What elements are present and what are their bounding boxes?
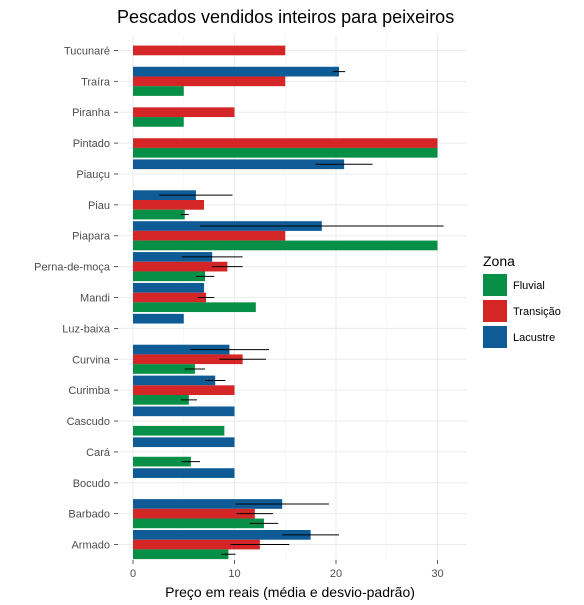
bar-transição [133,539,260,550]
bar-transição [133,138,438,148]
y-tick-label: Tucunaré [64,45,110,57]
bar-lacustre [133,282,205,293]
x-tick-label: 0 [130,568,136,580]
y-axis: Tucunaré Traíra Piranha Pintado Piauçu Piau Pi… [34,45,118,552]
bar-transição [133,107,235,118]
bar-transição [133,292,207,303]
y-tick-label: Armado [71,540,110,552]
bar-lacustre [133,530,311,540]
y-tick-label: Piapara [72,231,111,243]
bar-fluvial [133,549,229,560]
bar-transição [133,200,205,210]
chart-title: Pescados vendidos inteiros para peixeiro… [117,7,454,27]
y-tick-label: Piau [88,200,110,212]
bar-fluvial [133,425,225,436]
y-tick-label: Curvina [72,354,111,366]
bar-lacustre [133,159,345,170]
bar-lacustre [133,499,283,509]
y-tick-label: Traíra [81,76,111,88]
x-tick-label: 20 [330,568,342,580]
bar-transição [133,261,228,272]
legend-key-fluvial [483,274,507,296]
error-bars [159,71,444,555]
bar-lacustre [133,375,216,386]
bar-lacustre [133,252,213,262]
y-tick-label: Cascudo [67,416,110,428]
bar-lacustre [133,437,235,448]
y-tick-label: Luz-baixa [62,323,111,335]
bar-fluvial [133,271,206,282]
bar-transição [133,508,255,519]
legend-key-lacustre [483,326,507,348]
bar-transição [133,45,286,56]
bar-fluvial [133,302,256,313]
bar-fluvial [133,240,438,251]
bar-fluvial [133,117,184,127]
y-tick-label: Pintado [73,138,110,150]
bar-fluvial [133,518,264,529]
bar-transição [133,76,286,87]
y-tick-label: Curimba [68,385,110,397]
bar-lacustre [133,344,230,355]
y-tick-label: Piranha [72,107,111,119]
legend-title: Zona [483,253,515,269]
bar-lacustre [133,313,184,324]
bar-fluvial [133,394,189,405]
bar-lacustre [133,468,235,478]
legend-label: Fluvial [513,280,545,292]
bar-transição [133,354,243,365]
bar-lacustre [133,406,235,417]
y-tick-label: Barbado [68,509,110,521]
bar-fluvial [133,364,195,374]
y-tick-label: Piauçu [76,169,110,181]
legend-key-transição [483,300,507,322]
legend-label: Lacustre [513,332,555,344]
bar-lacustre [133,66,340,77]
y-tick-label: Bocudo [73,478,110,490]
legend: Zona Fluvial Transição Lacustre [483,253,561,348]
bar-fluvial [133,147,438,158]
bar-fluvial [133,209,185,220]
bar-fluvial [133,456,191,467]
y-tick-label: Cará [86,447,111,459]
x-tick-label: 30 [431,568,443,580]
x-tick-label: 10 [228,568,240,580]
y-tick-label: Perna-de-moça [34,262,111,274]
bar-fluvial [133,86,184,96]
legend-label: Transição [513,306,561,318]
bar-transição [133,385,235,395]
x-axis-title: Preço em reais (média e desvio-padrão) [165,584,415,600]
bar-transição [133,230,286,241]
y-tick-label: Mandi [80,293,110,305]
x-axis: 0 10 20 30 [130,560,444,580]
